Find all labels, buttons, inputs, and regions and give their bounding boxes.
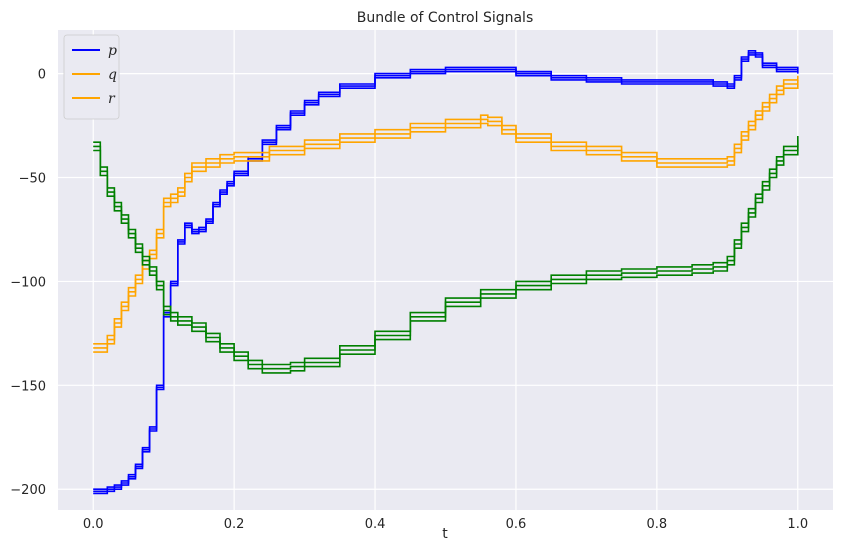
series-layer <box>93 50 799 495</box>
x-tick-label: 1.0 <box>787 517 808 532</box>
legend-label-r: r <box>108 91 116 107</box>
y-tick-label: 0 <box>38 68 46 83</box>
legend-label-p: p <box>108 43 117 59</box>
series-line-p-2 <box>93 54 799 495</box>
x-tick-label: 0.0 <box>83 517 104 532</box>
plot-area <box>58 30 833 510</box>
grid <box>58 30 833 510</box>
legend-label-q: q <box>108 67 117 83</box>
y-tick-label: −100 <box>10 275 46 290</box>
y-tick-label: −50 <box>19 172 46 187</box>
series-line-r-2 <box>93 144 799 374</box>
legend: pqr <box>63 34 120 120</box>
x-tick-label: 0.8 <box>647 517 668 532</box>
y-axis: 0 −50 −100 −150 −200 <box>10 68 46 499</box>
x-tick-label: 0.6 <box>506 517 527 532</box>
x-tick-label: 0.4 <box>365 517 386 532</box>
x-tick-label: 0.2 <box>224 517 245 532</box>
x-axis: 0.0 0.2 0.4 0.6 0.8 1.0 <box>83 517 808 532</box>
y-tick-label: −150 <box>10 379 46 394</box>
chart-title: Bundle of Control Signals <box>357 10 534 26</box>
y-tick-label: −200 <box>10 483 46 498</box>
x-axis-label: t <box>442 526 448 542</box>
